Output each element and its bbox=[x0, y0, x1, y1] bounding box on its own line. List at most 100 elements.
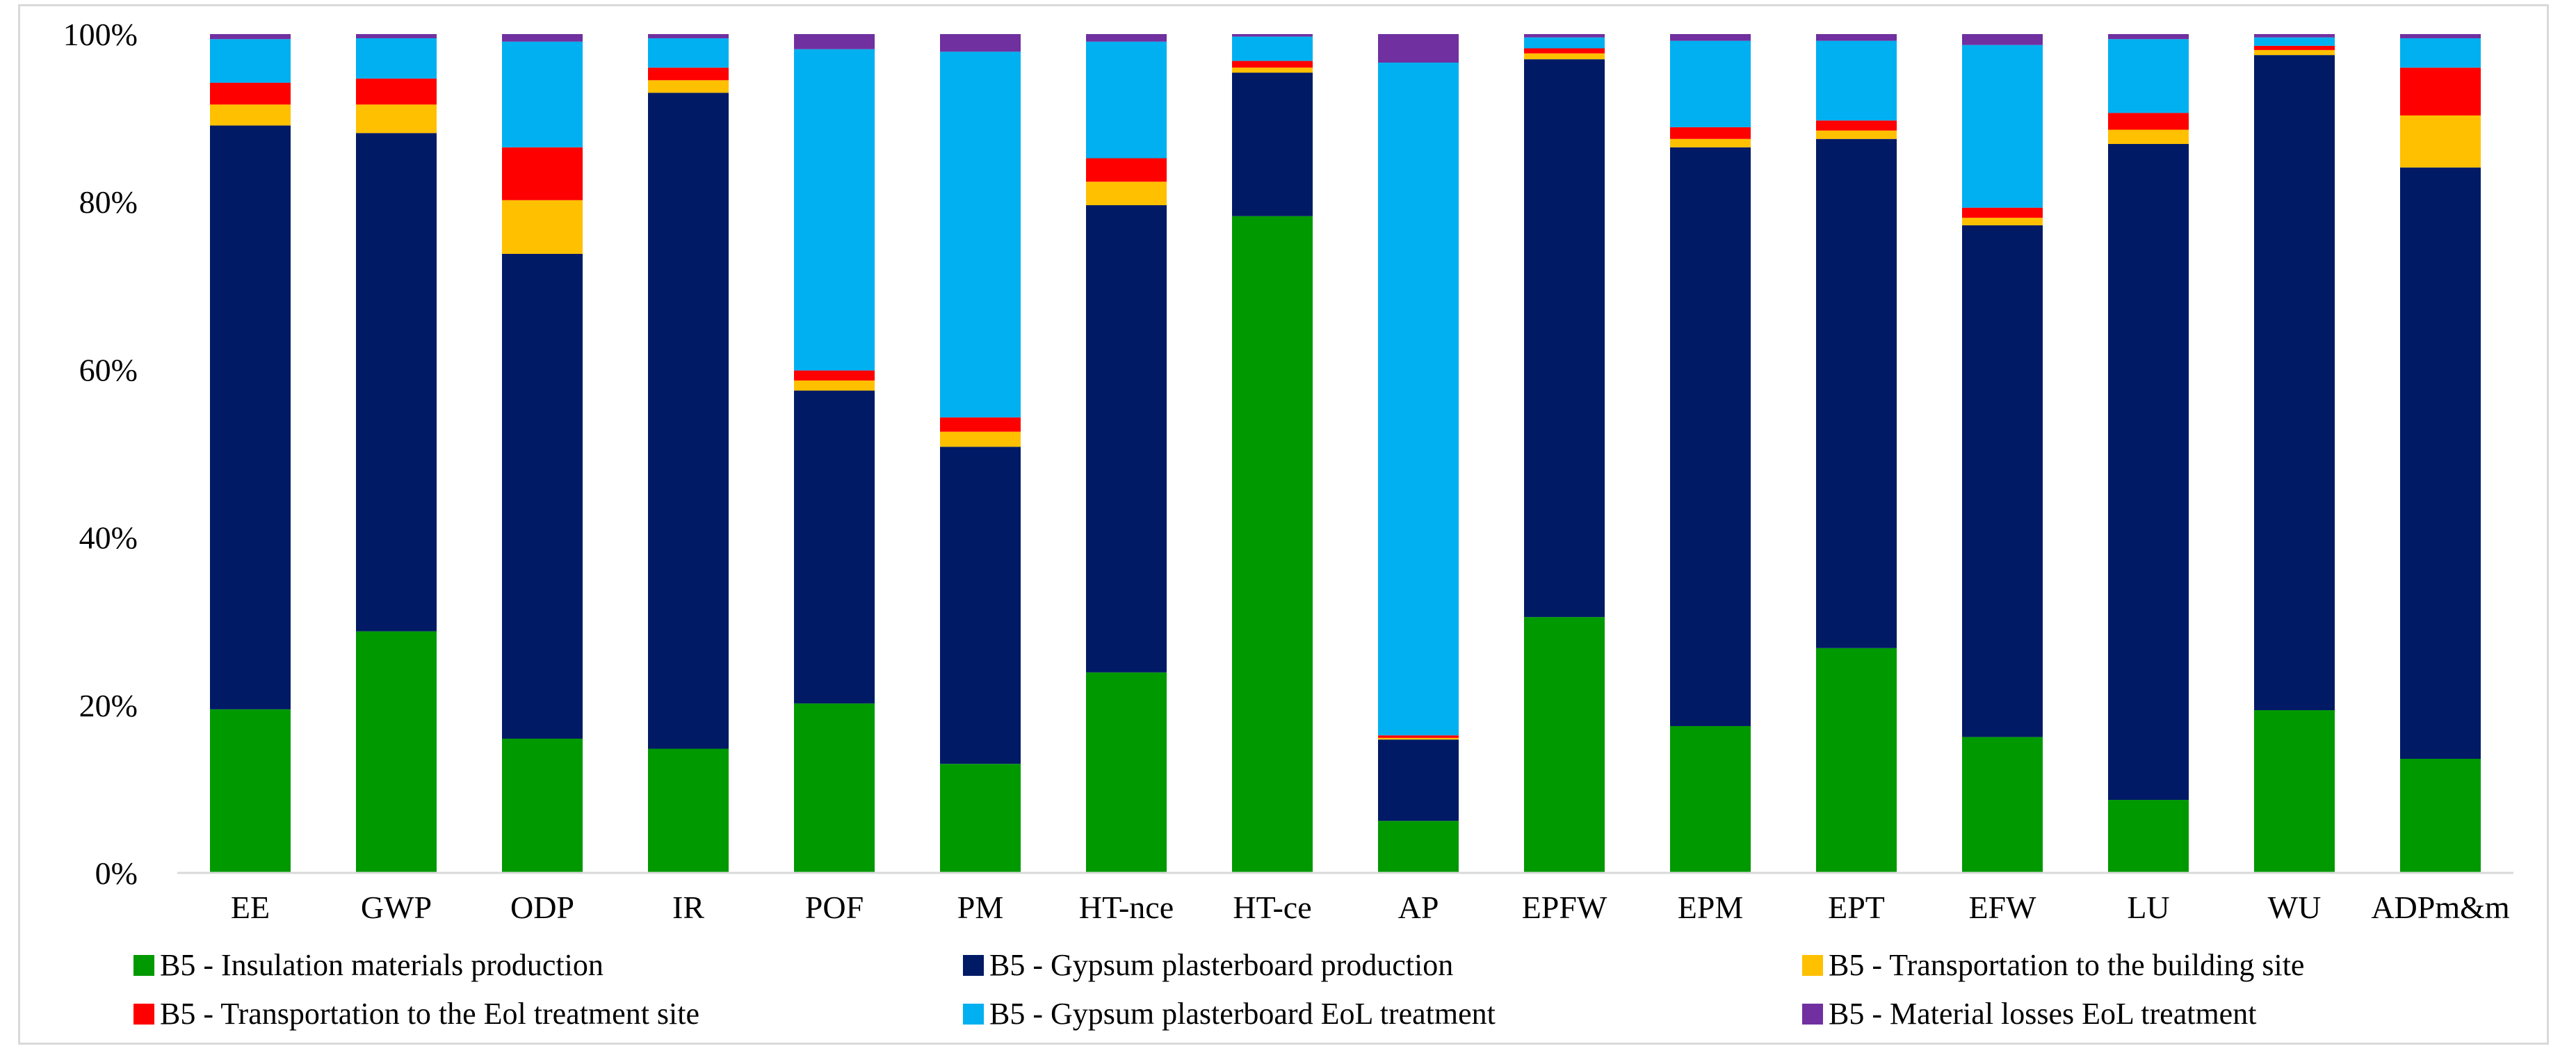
bar-segment-ap-series-5 bbox=[1378, 63, 1459, 736]
bar-segment-ht-ce-series-5 bbox=[1232, 36, 1313, 61]
bar-segment-epm-series-2 bbox=[1670, 147, 1751, 726]
bar-segment-pof-series-3 bbox=[794, 380, 875, 391]
x-tick-label: EPT bbox=[1828, 890, 1885, 925]
legend: B5 - Insulation materials production B5 -… bbox=[133, 948, 2304, 1031]
legend-label: B5 - Insulation materials production bbox=[160, 948, 604, 982]
x-tick-label: HT-ce bbox=[1233, 890, 1311, 925]
bar-segment-ap-series-3 bbox=[1378, 737, 1459, 740]
bar-segment-ht-ce-series-4 bbox=[1232, 61, 1313, 68]
bar-segment-ept-series-3 bbox=[1816, 130, 1897, 139]
bar-segment-ept-series-1 bbox=[1816, 648, 1897, 873]
bar-segment-efw-series-6 bbox=[1962, 34, 2043, 45]
bar-segment-lu-series-4 bbox=[2108, 113, 2189, 130]
bar-segment-ht-ce-series-3 bbox=[1232, 67, 1313, 73]
bar-segment-lu-series-2 bbox=[2108, 143, 2189, 801]
legend-swatch bbox=[133, 1004, 154, 1025]
bar-segment-ht-nce-series-2 bbox=[1086, 205, 1167, 673]
bar-segment-ap-series-6 bbox=[1378, 34, 1459, 63]
legend-swatch bbox=[963, 955, 984, 976]
bar-segment-adpm-m-series-5 bbox=[2400, 38, 2481, 68]
bar-segment-epfw-series-6 bbox=[1524, 34, 1605, 38]
bar-segment-ht-nce-series-1 bbox=[1086, 672, 1167, 873]
bar-segment-pm-series-2 bbox=[940, 447, 1021, 764]
x-tick-label: EPFW bbox=[1522, 890, 1607, 925]
bar-segment-ap-series-4 bbox=[1378, 735, 1459, 738]
x-tick-label: EPM bbox=[1678, 890, 1744, 925]
bar-segment-ht-nce-series-5 bbox=[1086, 41, 1167, 159]
legend-label: B5 - Gypsum plasterboard EoL treatment bbox=[989, 997, 1496, 1031]
bar-segment-wu-series-1 bbox=[2254, 710, 2335, 873]
bar-segment-efw-series-5 bbox=[1962, 45, 2043, 208]
x-tick-label: HT-nce bbox=[1079, 890, 1174, 925]
x-tick-label: PM bbox=[957, 890, 1003, 925]
bar-segment-odp-series-6 bbox=[502, 34, 583, 42]
bar-segment-epm-series-1 bbox=[1670, 725, 1751, 873]
bar-segment-ept-series-5 bbox=[1816, 40, 1897, 121]
y-tick-label: 0% bbox=[95, 856, 138, 891]
bar-segment-epfw-series-3 bbox=[1524, 53, 1605, 60]
bar-segment-pof-series-1 bbox=[794, 703, 875, 873]
bar-segment-ept-series-6 bbox=[1816, 34, 1897, 41]
bar-segment-adpm-m-series-6 bbox=[2400, 34, 2481, 39]
bar-segment-efw-series-4 bbox=[1962, 207, 2043, 218]
y-tick-label: 80% bbox=[79, 184, 138, 220]
bar-segment-adpm-m-series-3 bbox=[2400, 115, 2481, 168]
bar-segment-ee-series-6 bbox=[210, 34, 291, 40]
bar-segment-odp-series-3 bbox=[502, 200, 583, 254]
bar-segment-pm-series-5 bbox=[940, 51, 1021, 418]
legend-label: B5 - Transportation to the building site bbox=[1829, 948, 2304, 982]
bar-segment-ee-series-1 bbox=[210, 709, 291, 873]
bar-segment-lu-series-5 bbox=[2108, 39, 2189, 113]
bar-segment-pm-series-6 bbox=[940, 34, 1021, 52]
bars-layer bbox=[210, 34, 2481, 873]
bar-segment-lu-series-3 bbox=[2108, 129, 2189, 144]
bar-segment-epm-series-3 bbox=[1670, 138, 1751, 147]
bar-segment-epfw-series-4 bbox=[1524, 48, 1605, 54]
y-tick-label: 60% bbox=[79, 352, 138, 387]
bar-segment-odp-series-1 bbox=[502, 739, 583, 873]
bar-segment-ap-series-2 bbox=[1378, 739, 1459, 821]
bar-segment-epm-series-4 bbox=[1670, 127, 1751, 139]
axes-layer: EE GWP ODP IR POF PM HT-nce HT-ce AP EPFW EPM EPT EF… bbox=[63, 17, 2513, 925]
bar-segment-ht-ce-series-1 bbox=[1232, 216, 1313, 873]
bar-segment-odp-series-4 bbox=[502, 147, 583, 200]
x-tick-label: EFW bbox=[1968, 890, 2036, 925]
x-tick-label: ODP bbox=[510, 890, 574, 925]
bar-segment-ir-series-3 bbox=[648, 80, 729, 93]
bar-segment-adpm-m-series-2 bbox=[2400, 167, 2481, 759]
legend-swatch bbox=[963, 1004, 984, 1025]
legend-swatch bbox=[1802, 1004, 1823, 1025]
bar-segment-ir-series-5 bbox=[648, 38, 729, 68]
bar-segment-ht-nce-series-4 bbox=[1086, 158, 1167, 182]
bar-segment-ht-nce-series-3 bbox=[1086, 182, 1167, 206]
bar-segment-ir-series-6 bbox=[648, 34, 729, 39]
bar-segment-ee-series-2 bbox=[210, 125, 291, 709]
x-tick-label: POF bbox=[805, 890, 864, 925]
bar-segment-efw-series-1 bbox=[1962, 737, 2043, 873]
x-tick-label: WU bbox=[2268, 890, 2322, 925]
x-tick-label: GWP bbox=[361, 890, 432, 925]
bar-segment-lu-series-6 bbox=[2108, 34, 2189, 40]
bar-segment-wu-series-4 bbox=[2254, 45, 2335, 50]
bar-segment-epfw-series-1 bbox=[1524, 617, 1605, 873]
bar-segment-epfw-series-5 bbox=[1524, 37, 1605, 49]
bar-segment-pof-series-5 bbox=[794, 49, 875, 371]
y-tick-label: 20% bbox=[79, 688, 138, 723]
bar-segment-ept-series-2 bbox=[1816, 138, 1897, 648]
bar-segment-wu-series-6 bbox=[2254, 34, 2335, 38]
x-tick-label: AP bbox=[1398, 890, 1439, 925]
y-tick-label: 100% bbox=[63, 17, 138, 52]
x-tick-label: IR bbox=[672, 890, 704, 925]
bar-segment-ept-series-4 bbox=[1816, 120, 1897, 131]
bar-segment-epm-series-5 bbox=[1670, 40, 1751, 127]
bar-segment-pof-series-2 bbox=[794, 390, 875, 704]
legend-label: B5 - Gypsum plasterboard production bbox=[989, 948, 1453, 982]
x-tick-label: LU bbox=[2127, 890, 2169, 925]
bar-segment-efw-series-3 bbox=[1962, 218, 2043, 225]
bar-segment-ir-series-1 bbox=[648, 748, 729, 873]
x-tick-label: ADPm&m bbox=[2371, 890, 2510, 925]
bar-segment-wu-series-2 bbox=[2254, 55, 2335, 711]
legend-swatch bbox=[1802, 955, 1823, 976]
bar-segment-ee-series-3 bbox=[210, 104, 291, 126]
